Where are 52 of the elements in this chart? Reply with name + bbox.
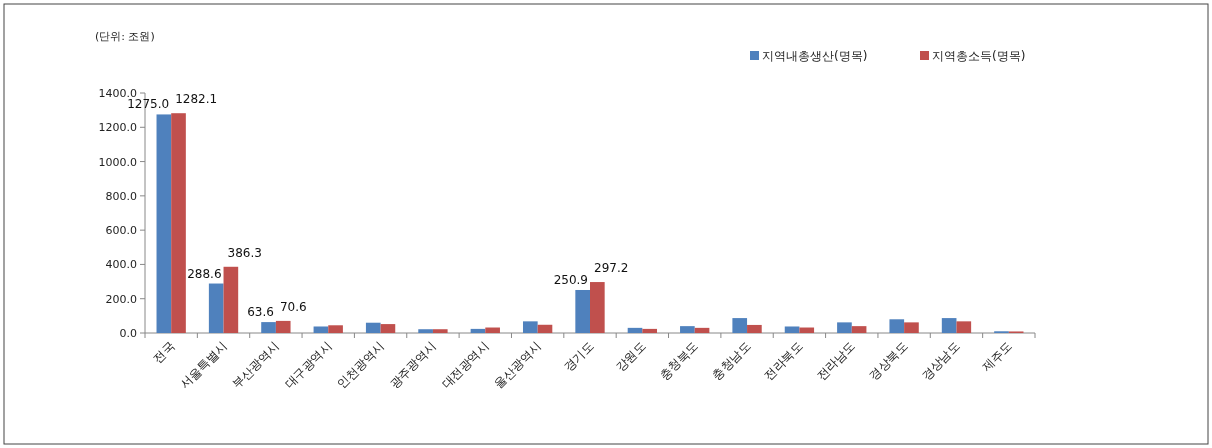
y-tick-label: 1200.0 xyxy=(98,121,137,135)
bar xyxy=(889,319,905,333)
bar xyxy=(851,326,867,333)
bar xyxy=(365,322,381,333)
y-tick-label: 800.0 xyxy=(105,189,137,203)
data-label: 288.6 xyxy=(187,266,222,281)
bar xyxy=(747,324,762,333)
bar xyxy=(537,324,553,333)
data-label: 70.6 xyxy=(279,299,307,314)
bar xyxy=(380,324,396,333)
y-tick-label: 600.0 xyxy=(105,224,137,238)
bar xyxy=(642,328,658,333)
bar xyxy=(275,320,291,333)
bar xyxy=(328,325,343,333)
data-label: 386.3 xyxy=(227,245,262,260)
bar xyxy=(941,318,957,333)
data-label: 1282.1 xyxy=(175,92,218,107)
bar xyxy=(470,328,486,333)
bar xyxy=(156,114,172,333)
bar xyxy=(799,327,815,333)
bar xyxy=(575,289,590,333)
data-label: 297.2 xyxy=(594,261,629,276)
bar xyxy=(680,326,695,333)
legend-label: 지역총소득(명목) xyxy=(932,49,1026,63)
y-tick-label: 0.0 xyxy=(119,327,137,340)
text: (단위: 조원) xyxy=(95,30,155,43)
bar xyxy=(694,327,710,333)
bar xyxy=(485,327,500,333)
bar xyxy=(590,282,605,333)
bar xyxy=(223,266,239,333)
bar xyxy=(313,326,329,333)
y-tick-label: 400.0 xyxy=(105,258,137,272)
x-tick-label: 전국 xyxy=(150,339,178,367)
y-tick-label: 200.0 xyxy=(105,292,137,306)
bar xyxy=(261,322,276,333)
bar xyxy=(418,329,433,333)
y-tick-label: 1400.0 xyxy=(98,87,137,100)
bar xyxy=(732,318,748,333)
data-label: 1275.0 xyxy=(127,97,170,112)
data-label: 63.6 xyxy=(247,305,274,320)
y-tick-label: 1000.0 xyxy=(98,155,137,169)
bar xyxy=(904,322,919,333)
bar xyxy=(956,321,972,333)
bar xyxy=(171,113,186,333)
bar xyxy=(522,321,538,333)
bar xyxy=(784,326,800,333)
legend-label: 지역내총생산(명목) xyxy=(762,49,868,63)
bar xyxy=(837,322,852,333)
bar xyxy=(627,327,643,333)
bar xyxy=(432,329,448,333)
bar xyxy=(208,283,224,333)
data-label: 250.9 xyxy=(553,272,588,287)
